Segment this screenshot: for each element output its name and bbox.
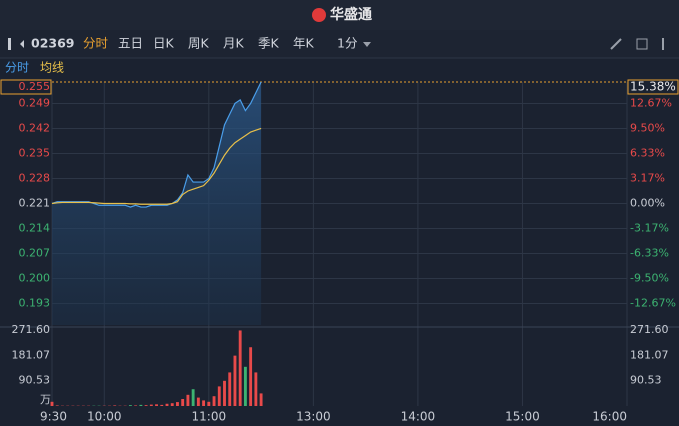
title-bar <box>0 0 679 30</box>
y2-tick-label: 15.38% <box>630 80 676 94</box>
y2-tick-label: -9.50% <box>630 272 669 285</box>
volume-tick-label: 90.53 <box>630 374 662 387</box>
x-tick-label: 13:00 <box>296 410 331 424</box>
volume-bar <box>170 403 174 406</box>
draw-icon[interactable] <box>610 38 622 50</box>
volume-tick-label: 90.53 <box>19 374 51 387</box>
volume-bar <box>50 401 54 406</box>
volume-bar <box>217 386 221 406</box>
volume-bar <box>155 404 158 406</box>
volume-bar <box>181 399 185 406</box>
volume-bar <box>144 405 148 406</box>
volume-tick-label: 181.07 <box>630 348 669 361</box>
y2-tick-label: 9.50% <box>630 121 665 134</box>
volume-unit: 万 <box>40 393 51 406</box>
volume-tick-label: 271.60 <box>12 323 51 336</box>
y2-tick-label: 3.17% <box>630 171 665 184</box>
volume-bar <box>228 372 232 406</box>
dropdown-arrow[interactable] <box>363 42 371 47</box>
back-icon[interactable] <box>20 40 24 48</box>
y-tick-label: 0.255 <box>19 80 51 93</box>
y-tick-label: 0.207 <box>19 247 51 260</box>
x-tick-label: 15:00 <box>505 410 540 424</box>
period-tab[interactable]: 季K <box>258 36 280 51</box>
volume-bar <box>233 355 237 406</box>
app-title: 华盛通 <box>330 6 372 23</box>
volume-bar <box>134 405 138 406</box>
series-line <box>51 81 262 208</box>
period-tab[interactable]: 年K <box>293 36 315 51</box>
price-area <box>52 82 262 325</box>
volume-bar <box>191 389 195 406</box>
y-tick-label: 0.249 <box>19 96 51 109</box>
volume-bar <box>160 404 164 406</box>
y2-tick-label: 0.00% <box>630 197 665 210</box>
y-tick-label: 0.221 <box>19 197 51 210</box>
price-box <box>0 79 52 95</box>
y2-tick-label: -3.17% <box>630 222 669 235</box>
volume-bar <box>243 366 247 406</box>
y-tick-label: 0.228 <box>19 171 51 184</box>
x-tick-label: 16:00 <box>592 410 627 424</box>
period-tab[interactable]: 月K <box>223 36 245 51</box>
volume-bar <box>212 396 216 406</box>
volume-bar <box>55 405 59 406</box>
change-box <box>627 79 679 95</box>
fullscreen-icon[interactable] <box>636 38 648 50</box>
period-tab[interactable]: 日K <box>153 36 175 51</box>
y-tick-label: 0.193 <box>19 297 51 310</box>
period-tab[interactable]: 五日 <box>118 36 143 51</box>
volume-bar <box>207 401 211 406</box>
volume-bar <box>165 403 169 406</box>
y2-tick-label: -6.33% <box>630 247 669 260</box>
volume-bar <box>128 405 132 406</box>
volume-bar <box>113 405 117 406</box>
volume-bar <box>254 372 258 406</box>
volume-bar <box>259 393 263 406</box>
y-tick-label: 0.200 <box>19 272 51 285</box>
x-tick-label: 9:30 <box>40 410 67 424</box>
x-tick-label: 11:00 <box>192 410 227 424</box>
volume-bar <box>196 397 200 406</box>
volume-bar <box>176 402 179 406</box>
x-tick-label: 14:00 <box>401 410 436 424</box>
y-tick-label: 0.214 <box>19 222 51 235</box>
x-tick-label: 10:00 <box>87 410 122 424</box>
y2-tick-label: 6.33% <box>630 146 665 159</box>
volume-bar <box>238 330 242 406</box>
logo-icon <box>312 8 326 22</box>
volume-bar <box>149 404 153 406</box>
volume-bar <box>186 394 190 406</box>
chart: 分时 均线 9:30 10:00 11:00 13:00 14:00 15:00 16:00 0.… <box>0 61 679 424</box>
volume-bar <box>249 347 253 406</box>
period-tabs: 分时 五日 日K 周K 月K 季K 年K <box>83 36 315 51</box>
series-line <box>51 127 262 205</box>
y-tick-label: 0.235 <box>19 146 51 159</box>
period-tab[interactable]: 周K <box>188 36 210 51</box>
interval[interactable]: 1分 <box>337 36 357 51</box>
volume-tick-label: 181.07 <box>12 348 51 361</box>
y-tick-label: 0.242 <box>19 121 51 134</box>
y2-tick-label: -12.67% <box>630 297 676 310</box>
legend-entry: 均线 <box>40 61 64 75</box>
period-tab[interactable]: 分时 <box>83 36 109 51</box>
volume-bar <box>139 404 143 406</box>
stock-code: 02369 <box>31 36 75 51</box>
collapse-icon[interactable] <box>8 38 11 50</box>
toolbar <box>0 30 679 58</box>
y2-tick-label: 12.67% <box>630 96 672 109</box>
volume-bar <box>202 400 206 406</box>
volume-tick-label: 271.60 <box>630 323 669 336</box>
legend-entry: 分时 <box>5 61 29 75</box>
volume-bar <box>223 380 226 406</box>
